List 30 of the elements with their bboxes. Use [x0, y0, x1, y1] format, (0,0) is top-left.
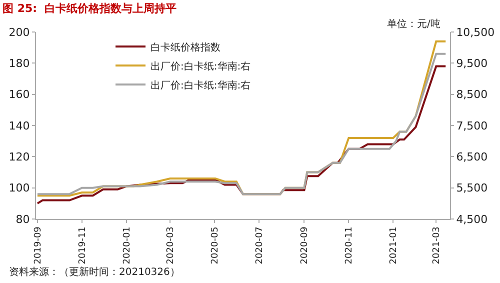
y-tick-label: 200	[8, 26, 30, 39]
x-tick-label: 2020-11	[344, 226, 355, 264]
x-tick-label: 2020-09	[300, 226, 310, 264]
chart-title: 图 25: 白卡纸价格指数与上周持平	[2, 2, 177, 15]
legend-label: 出厂价:白卡纸:华南:右	[150, 60, 251, 72]
y2-tick-label: 9,500	[456, 57, 488, 70]
y2-tick-label: 10,500	[456, 26, 495, 39]
y-tick-label: 160	[8, 88, 30, 102]
x-tick-label: 2020-01	[122, 226, 132, 264]
y2-tick-label: 5,500	[456, 182, 488, 195]
x-tick-label: 2021-03	[432, 226, 442, 264]
legend-label: 出厂价:白卡纸:华南:右	[150, 79, 251, 92]
y-tick-label: 140	[8, 119, 30, 132]
text: 资料来源：（更新时间：20210326）	[9, 266, 180, 278]
y-tick-label: 120	[8, 150, 30, 164]
y2-tick-label: 7,500	[456, 119, 488, 132]
y-tick-label: 180	[8, 57, 30, 70]
x-tick-label: 2021-01	[389, 226, 400, 264]
x-tick-label: 2020-07	[254, 226, 265, 264]
x-tick-label: 2020-03	[166, 226, 176, 264]
y2-tick-label: 6,500	[456, 150, 488, 164]
y-tick-label: 100	[8, 182, 30, 195]
x-tick-label: 2020-05	[210, 226, 220, 264]
x-tick-label: 2019-11	[78, 226, 88, 264]
legend-label: 白卡纸价格指数	[150, 41, 221, 54]
y2-tick-label: 4,500	[456, 212, 488, 226]
text: 单位：元/吨	[387, 18, 440, 30]
y-tick-label: 80	[16, 212, 30, 226]
y2-tick-label: 8,500	[456, 88, 488, 102]
x-tick-label: 2019-09	[33, 226, 44, 264]
